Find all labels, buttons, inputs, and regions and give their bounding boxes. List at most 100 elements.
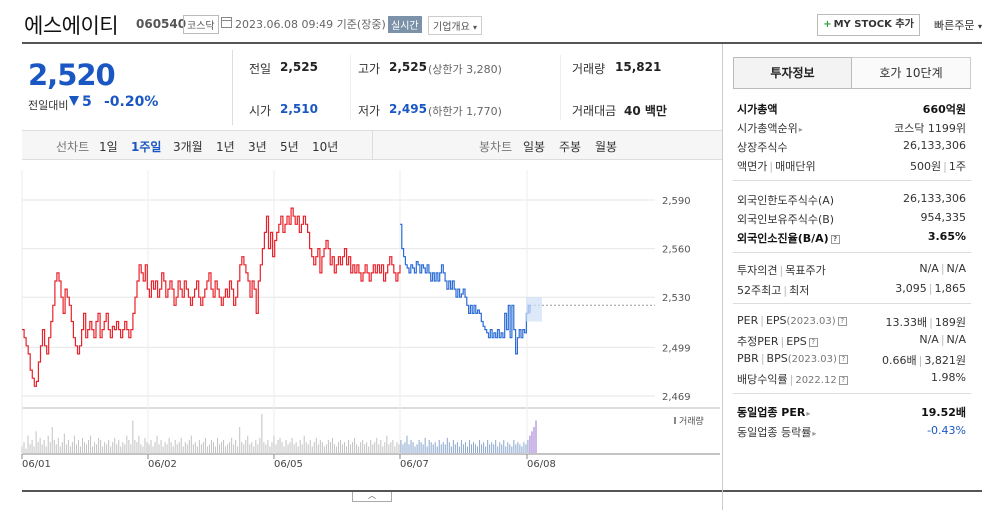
y-tick-label: 2,530: [662, 293, 691, 304]
chevron-right-icon: ▸: [812, 429, 817, 438]
amount-label: 거래대금: [572, 104, 617, 118]
open-label: 시가: [249, 104, 272, 118]
face-unit-row: 액면가 | 매매단위 500원 | 1주: [737, 160, 966, 173]
high-label: 고가: [358, 62, 381, 76]
foreign-limit-label: 외국인한도주식수(A): [737, 194, 835, 207]
add-mystock-label: MY STOCK 추가: [833, 19, 914, 30]
foreign-hold-row: 외국인보유주식수(B) 954,335: [737, 211, 966, 227]
calendar-icon: [221, 17, 232, 28]
w52-high-value: 3,095: [895, 282, 927, 295]
face-value: 500원: [910, 160, 942, 173]
industry-change-row[interactable]: 동일업종 등락률▸ -0.43%: [737, 424, 966, 440]
tab-daily[interactable]: 일봉: [523, 140, 546, 154]
tab-3m[interactable]: 3개월: [173, 140, 203, 154]
price-chart[interactable]: 2,469 2,499 2,530 2,560 2,590 06/01 06/02 06/05…: [0, 170, 722, 475]
current-price-band: [526, 297, 542, 322]
bps-value: 3,821원: [924, 354, 966, 367]
change-label: 전일대비: [28, 99, 69, 112]
eps-value: 189원: [934, 316, 966, 329]
tab-underline: [733, 88, 971, 89]
low-label: 저가: [358, 104, 381, 118]
w52-high-label: 52주최고: [737, 284, 782, 297]
per-value: 13.33배: [885, 316, 928, 329]
tab-3y[interactable]: 3년: [248, 140, 267, 154]
divider: [560, 55, 561, 120]
plus-icon: +: [823, 19, 832, 30]
low-value: 2,495: [389, 102, 427, 116]
bottom-divider: [22, 490, 982, 492]
help-icon[interactable]: ?: [808, 337, 818, 347]
foreign-ratio-value: 3.65%: [927, 230, 966, 243]
y-tick-label: 2,469: [662, 392, 691, 403]
help-icon[interactable]: ?: [837, 316, 847, 326]
tab-1d[interactable]: 1일: [99, 140, 118, 154]
est-per-label: 추정PER: [737, 335, 779, 348]
pbr-label: PBR: [737, 352, 759, 365]
shares-value: 26,133,306: [903, 139, 966, 152]
tab-5y[interactable]: 5년: [280, 140, 299, 154]
collapse-button[interactable]: ︿: [352, 492, 392, 502]
help-icon[interactable]: ?: [838, 354, 848, 364]
unit-value: 1주: [948, 160, 966, 173]
help-icon[interactable]: ?: [838, 375, 848, 385]
section-divider: [733, 393, 971, 394]
series-line-red: [22, 207, 401, 387]
company-info-dropdown[interactable]: 기업개요 ▾: [428, 16, 483, 35]
prev-close-label: 전일: [249, 62, 272, 76]
industry-change-label: 동일업종 등락률: [737, 426, 812, 439]
candle-chart-caption: 봉차트: [479, 140, 513, 154]
industry-per-row[interactable]: 동일업종 PER▸ 19.52배: [737, 404, 966, 420]
shares-row: 상장주식수 26,133,306: [737, 139, 966, 155]
foreign-hold-label: 외국인보유주식수(B): [737, 213, 835, 226]
target-value: N/A: [946, 262, 966, 275]
company-info-label: 기업개요: [433, 22, 470, 33]
est-eps-label: EPS: [786, 335, 807, 348]
high-value: 2,525: [389, 60, 427, 74]
tab-1w[interactable]: 1주일: [131, 140, 162, 154]
est-eps-value: N/A: [946, 333, 966, 346]
section-divider: [733, 180, 971, 181]
open-value: 2,510: [280, 102, 318, 116]
divider: [232, 50, 233, 125]
current-price: 2,520: [28, 58, 116, 92]
change-value: 5: [82, 94, 92, 110]
opinion-value: N/A: [919, 262, 939, 275]
volume-value: 15,821: [615, 60, 662, 74]
divider: [350, 55, 351, 120]
pbr-row: PBR | BPS(2023.03)? 0.66배 | 3,821원: [737, 352, 966, 367]
foreign-hold-value: 954,335: [920, 211, 967, 224]
market-badge: 코스닥: [183, 15, 219, 34]
quote-datetime: 2023.06.08 09:49 기준(장중): [235, 18, 386, 31]
tab-monthly[interactable]: 월봉: [595, 140, 618, 154]
amount-value: 40 백만: [624, 104, 667, 118]
foreign-ratio-row: 외국인소진율(B/A)? 3.65%: [737, 230, 966, 246]
tab-10y[interactable]: 10년: [312, 140, 339, 154]
industry-change-value: -0.43%: [927, 424, 966, 437]
cap-rank-value: 코스닥 1199위: [894, 122, 966, 135]
unit-label: 매매단위: [775, 160, 816, 173]
tab-order-book[interactable]: 호가 10단계: [852, 57, 971, 89]
foreign-ratio-label: 외국인소진율(B/A): [737, 232, 829, 245]
investment-panel: [722, 44, 982, 510]
divider: [372, 130, 373, 160]
tab-1y[interactable]: 1년: [216, 140, 235, 154]
chevron-up-icon: ︿: [368, 491, 376, 500]
help-icon[interactable]: ?: [830, 234, 840, 244]
x-tick-label: 06/02: [148, 459, 177, 470]
change-percent: -0.20%: [104, 94, 159, 110]
realtime-badge[interactable]: 실시간: [388, 16, 422, 33]
eps-label: EPS: [765, 314, 787, 327]
add-mystock-button[interactable]: + MY STOCK 추가: [817, 14, 920, 36]
series-line-blue: [400, 223, 531, 355]
section-divider: [733, 252, 971, 253]
line-chart-caption: 선차트: [56, 140, 90, 154]
per-label: PER: [737, 314, 759, 327]
y-tick-label: 2,560: [662, 245, 691, 256]
tab-investment-info[interactable]: 투자정보: [733, 57, 852, 89]
foreign-limit-value: 26,133,306: [903, 192, 966, 205]
cap-rank-row[interactable]: 시가총액순위▸ 코스닥 1199위: [737, 120, 966, 136]
quick-order-button[interactable]: 빠른주문 ▾: [934, 17, 982, 33]
tab-weekly[interactable]: 주봉: [559, 140, 582, 154]
opinion-row: 투자의견 | 목표주가 N/A | N/A: [737, 262, 966, 277]
lower-limit: (하한가 1,770): [428, 105, 502, 118]
